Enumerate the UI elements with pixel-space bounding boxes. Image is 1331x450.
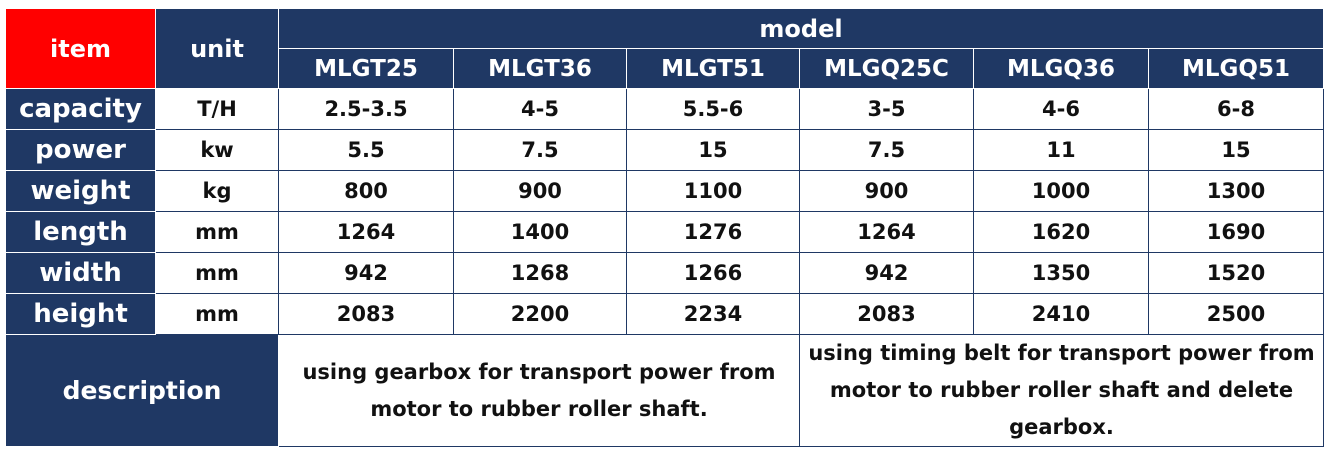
table-cell: 2200: [453, 293, 627, 335]
model-name: MLGQ36: [973, 48, 1149, 89]
table-cell: 800: [278, 170, 454, 212]
row-unit: mm: [155, 211, 279, 253]
row-label: capacity: [5, 88, 156, 130]
table-row: capacity T/H 2.5-3.5 4-5 5.5-6 3-5 4-6 6…: [5, 88, 1324, 130]
table-cell: 1268: [453, 252, 627, 294]
item-header: item: [5, 8, 156, 89]
table-cell: 2234: [626, 293, 800, 335]
model-name: MLGQ51: [1148, 48, 1324, 89]
row-unit: kw: [155, 129, 279, 171]
table-row: height mm 2083 2200 2234 2083 2410 2500: [5, 293, 1324, 335]
table-cell: 1264: [278, 211, 454, 253]
table-cell: 1000: [973, 170, 1149, 212]
table-cell: 5.5: [278, 129, 454, 171]
model-name: MLGT25: [278, 48, 454, 89]
row-label: width: [5, 252, 156, 294]
model-name: MLGT51: [626, 48, 800, 89]
table-cell: 3-5: [799, 88, 974, 130]
table-cell: 1620: [973, 211, 1149, 253]
table-cell: 7.5: [453, 129, 627, 171]
table-row: weight kg 800 900 1100 900 1000 1300: [5, 170, 1324, 212]
table-cell: 4-5: [453, 88, 627, 130]
table-cell: 15: [626, 129, 800, 171]
table-cell: 2500: [1148, 293, 1324, 335]
description-gearbox: using gearbox for transport power from m…: [278, 334, 800, 447]
table-cell: 15: [1148, 129, 1324, 171]
table-cell: 1520: [1148, 252, 1324, 294]
table-cell: 7.5: [799, 129, 974, 171]
table-cell: 2083: [278, 293, 454, 335]
table-row: power kw 5.5 7.5 15 7.5 11 15: [5, 129, 1324, 171]
model-header: model: [278, 8, 1324, 49]
description-label: description: [5, 334, 279, 447]
row-unit: kg: [155, 170, 279, 212]
row-label: power: [5, 129, 156, 171]
table-row: length mm 1264 1400 1276 1264 1620 1690: [5, 211, 1324, 253]
table-cell: 5.5-6: [626, 88, 800, 130]
table-cell: 1690: [1148, 211, 1324, 253]
table-cell: 1400: [453, 211, 627, 253]
table-cell: 1350: [973, 252, 1149, 294]
model-name: MLGT36: [453, 48, 627, 89]
table-cell: 900: [799, 170, 974, 212]
table-cell: 900: [453, 170, 627, 212]
unit-header: unit: [155, 8, 279, 89]
table-cell: 942: [799, 252, 974, 294]
spec-table: item unit model MLGT25 MLGT36 MLGT51 MLG…: [5, 8, 1324, 447]
description-timing-belt: using timing belt for transport power fr…: [799, 334, 1324, 447]
table-cell: 2410: [973, 293, 1149, 335]
row-unit: mm: [155, 252, 279, 294]
table-cell: 942: [278, 252, 454, 294]
table-cell: 6-8: [1148, 88, 1324, 130]
model-name: MLGQ25C: [799, 48, 974, 89]
table-cell: 1266: [626, 252, 800, 294]
description-row: description using gearbox for transport …: [5, 334, 1324, 447]
table-row: width mm 942 1268 1266 942 1350 1520: [5, 252, 1324, 294]
row-label: length: [5, 211, 156, 253]
table-cell: 2083: [799, 293, 974, 335]
table-cell: 1100: [626, 170, 800, 212]
row-label: height: [5, 293, 156, 335]
row-unit: T/H: [155, 88, 279, 130]
table-cell: 1300: [1148, 170, 1324, 212]
row-unit: mm: [155, 293, 279, 335]
table-cell: 1276: [626, 211, 800, 253]
table-cell: 1264: [799, 211, 974, 253]
table-cell: 4-6: [973, 88, 1149, 130]
row-label: weight: [5, 170, 156, 212]
table-cell: 11: [973, 129, 1149, 171]
table-cell: 2.5-3.5: [278, 88, 454, 130]
